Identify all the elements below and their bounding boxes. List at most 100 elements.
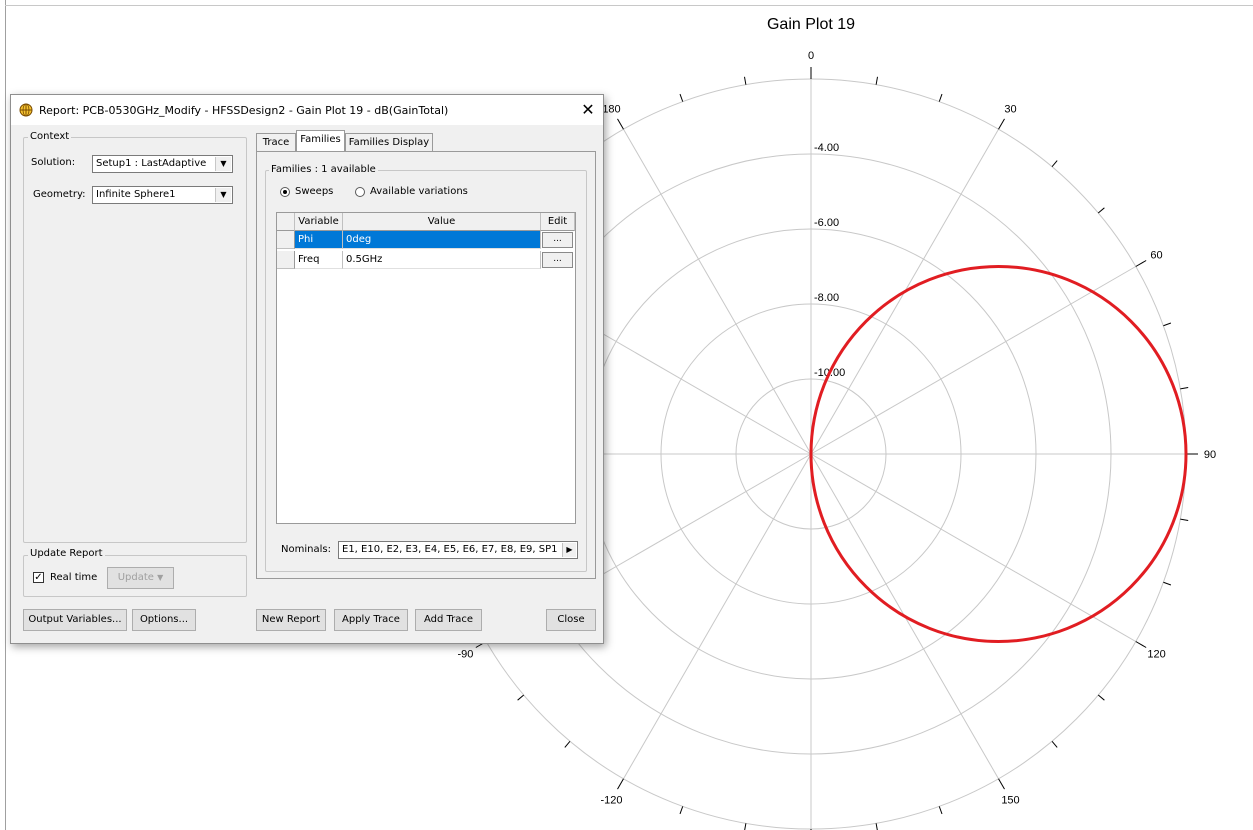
context-group — [23, 137, 247, 543]
solution-label: Solution: — [31, 157, 76, 168]
header-edit: Edit — [541, 213, 575, 231]
angle-tick — [679, 93, 684, 102]
close-icon[interactable]: ✕ — [581, 100, 595, 119]
angle-tick — [1135, 260, 1147, 267]
angle-tick — [564, 740, 571, 748]
report-icon — [19, 103, 33, 117]
sweeps-radio[interactable] — [280, 187, 290, 197]
context-group-label: Context — [28, 131, 72, 142]
families-table: Variable Value Edit Phi 0deg ... Freq 0.… — [276, 212, 576, 524]
variations-label: Available variations — [370, 186, 468, 197]
angle-tick — [998, 778, 1005, 790]
angle-tick — [875, 823, 878, 830]
angle-tick — [617, 118, 624, 130]
geometry-label: Geometry: — [33, 189, 86, 200]
solution-select-value: Setup1 : LastAdaptive — [96, 158, 207, 169]
variable-cell: Freq — [295, 251, 343, 269]
geometry-select[interactable]: Infinite Sphere1 ▼ — [92, 186, 233, 204]
angle-spoke — [810, 266, 1137, 455]
angle-tick — [1163, 322, 1172, 327]
window-top-border — [5, 5, 1253, 6]
table-corner — [277, 213, 295, 231]
angle-tick — [998, 118, 1005, 130]
realtime-label: Real time — [50, 572, 98, 583]
angle-tick — [1180, 387, 1189, 390]
angle-tick — [744, 76, 747, 85]
row-selector[interactable] — [277, 231, 295, 249]
update-button[interactable]: Update ▼ — [107, 567, 174, 589]
update-button-label: Update — [117, 572, 154, 583]
dialog-titlebar[interactable]: Report: PCB-0530GHz_Modify - HFSSDesign2… — [11, 95, 603, 125]
families-group — [265, 170, 587, 572]
angle-tick — [617, 778, 624, 790]
angle-tick — [1163, 581, 1172, 586]
value-cell[interactable]: 0.5GHz — [343, 251, 541, 269]
variable-cell: Phi — [295, 231, 343, 249]
radial-tick-label: -4.00 — [814, 142, 839, 154]
angle-tick — [744, 823, 747, 830]
radial-tick-label: -6.00 — [814, 217, 839, 229]
new-report-button[interactable]: New Report — [256, 609, 326, 631]
angle-tick-label: 180 — [602, 103, 620, 115]
value-cell[interactable]: 0deg — [343, 231, 541, 249]
close-button[interactable]: Close — [546, 609, 596, 631]
tab-families-display[interactable]: Families Display — [345, 133, 433, 151]
variations-radio[interactable] — [355, 187, 365, 197]
add-trace-button[interactable]: Add Trace — [415, 609, 482, 631]
angle-tick — [875, 76, 878, 85]
angle-tick — [517, 694, 525, 701]
angle-tick — [938, 806, 943, 815]
sweeps-label: Sweeps — [295, 186, 334, 197]
angle-tick — [679, 806, 684, 815]
gain-trace — [809, 265, 1188, 643]
angle-spoke — [623, 453, 812, 780]
window-left-border — [5, 0, 6, 830]
update-report-group — [23, 555, 247, 597]
angle-tick-label: -120 — [600, 795, 622, 807]
angle-tick-label: 0 — [808, 50, 814, 62]
geometry-select-value: Infinite Sphere1 — [96, 189, 176, 200]
plot-title: Gain Plot 19 — [766, 16, 856, 33]
angle-tick — [1097, 207, 1105, 214]
angle-tick-label: -90 — [458, 649, 474, 661]
angle-tick-label: 90 — [1204, 449, 1216, 461]
angle-tick — [1051, 740, 1058, 748]
angle-tick — [1135, 641, 1147, 648]
chevron-down-icon[interactable]: ▼ — [215, 157, 231, 171]
output-variables-button[interactable]: Output Variables... — [23, 609, 127, 631]
chevron-down-icon[interactable]: ▼ — [215, 188, 231, 202]
header-variable: Variable — [295, 213, 343, 231]
angle-spoke — [623, 128, 812, 455]
header-value: Value — [343, 213, 541, 231]
angle-tick-label: 30 — [1004, 103, 1016, 115]
radial-tick-label: -8.00 — [814, 292, 839, 304]
options-button[interactable]: Options... — [132, 609, 196, 631]
solution-select[interactable]: Setup1 : LastAdaptive ▼ — [92, 155, 233, 173]
row-selector[interactable] — [277, 251, 295, 269]
nominals-label: Nominals: — [281, 544, 331, 555]
angle-tick-label: 120 — [1147, 649, 1165, 661]
chevron-down-icon: ▼ — [157, 573, 164, 582]
angle-tick-label: 150 — [1001, 795, 1019, 807]
angle-tick — [938, 93, 943, 102]
apply-trace-button[interactable]: Apply Trace — [334, 609, 408, 631]
nominals-value: E1, E10, E2, E3, E4, E5, E6, E7, E8, E9,… — [342, 544, 558, 555]
nominals-field[interactable]: E1, E10, E2, E3, E4, E5, E6, E7, E8, E9,… — [338, 541, 578, 559]
edit-button[interactable]: ... — [542, 252, 573, 268]
chevron-right-icon[interactable]: ▶ — [562, 543, 576, 557]
angle-tick — [1097, 694, 1105, 701]
dialog-title: Report: PCB-0530GHz_Modify - HFSSDesign2… — [39, 104, 449, 117]
report-dialog: Report: PCB-0530GHz_Modify - HFSSDesign2… — [10, 94, 604, 644]
angle-tick-label: 60 — [1150, 250, 1162, 262]
angle-tick — [1180, 518, 1189, 521]
realtime-checkbox[interactable]: ✓ — [33, 572, 44, 583]
table-row[interactable]: Phi 0deg ... — [277, 230, 575, 250]
angle-tick — [1051, 160, 1058, 168]
tab-trace[interactable]: Trace — [256, 133, 296, 151]
edit-button[interactable]: ... — [542, 232, 573, 248]
table-row[interactable]: Freq 0.5GHz ... — [277, 250, 575, 270]
update-report-label: Update Report — [28, 548, 105, 559]
tab-families[interactable]: Families — [296, 130, 345, 151]
families-group-label: Families : 1 available — [269, 164, 378, 175]
families-panel: Families : 1 available Sweeps Available … — [256, 151, 596, 579]
